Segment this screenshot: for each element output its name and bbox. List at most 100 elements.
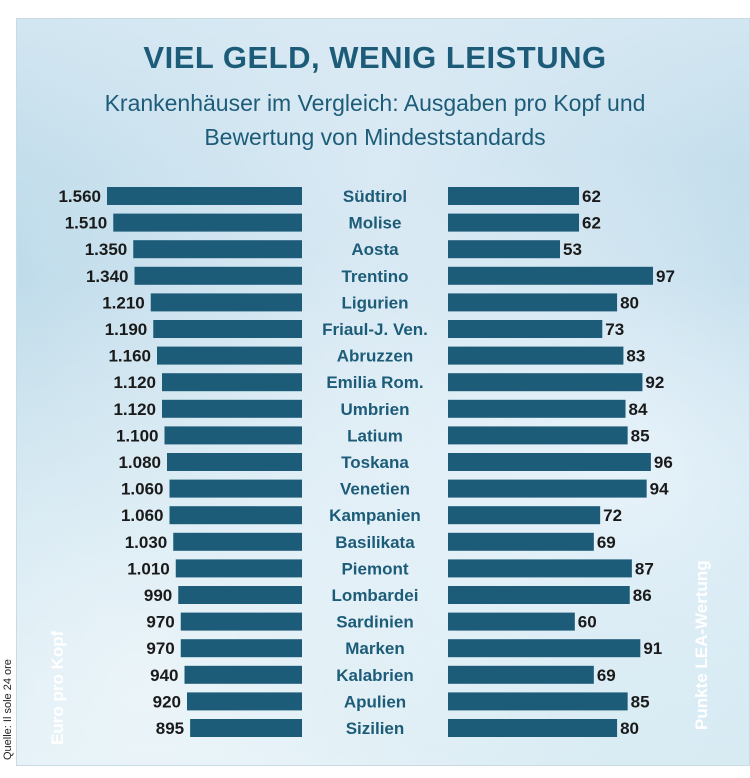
region-label-19: Apulien: [344, 692, 406, 711]
label-lea-0: 62: [582, 187, 601, 206]
bar-euro-5: [153, 320, 302, 338]
region-label-15: Lombardei: [332, 586, 419, 605]
label-euro-2: 1.350: [85, 240, 128, 259]
label-lea-14: 87: [635, 559, 654, 578]
label-lea-15: 86: [633, 586, 652, 605]
bar-euro-17: [180, 639, 302, 658]
region-label-0: Südtirol: [343, 187, 407, 206]
label-euro-19: 920: [153, 692, 181, 711]
bar-euro-3: [134, 266, 302, 285]
region-label-17: Marken: [345, 639, 405, 658]
bar-lea-7: [448, 373, 643, 392]
bar-lea-19: [448, 692, 628, 711]
bar-euro-15: [178, 586, 302, 604]
bar-euro-4: [150, 293, 302, 312]
region-label-13: Basilikata: [335, 533, 415, 552]
label-euro-16: 970: [146, 613, 174, 632]
bar-euro-14: [175, 559, 302, 578]
subtitle-line-1: Krankenhäuser im Vergleich: Ausgaben pro…: [104, 90, 646, 116]
label-euro-6: 1.160: [108, 347, 151, 366]
bar-euro-10: [167, 453, 302, 471]
region-label-18: Kalabrien: [336, 666, 413, 685]
label-lea-5: 73: [605, 320, 624, 339]
bar-lea-5: [448, 320, 603, 338]
label-lea-17: 91: [643, 639, 662, 658]
bar-lea-12: [448, 506, 601, 525]
label-lea-18: 69: [597, 666, 616, 685]
region-label-20: Sizilien: [346, 719, 405, 738]
bar-lea-20: [448, 719, 618, 737]
subtitle-line-2: Bewertung von Mindeststandards: [204, 124, 546, 150]
label-lea-10: 96: [654, 453, 673, 472]
label-euro-3: 1.340: [86, 267, 129, 286]
label-lea-11: 94: [650, 480, 669, 499]
bar-euro-13: [173, 532, 302, 551]
region-label-14: Piemont: [341, 559, 408, 578]
region-label-6: Abruzzen: [337, 347, 414, 366]
bar-euro-7: [162, 373, 302, 392]
region-label-4: Ligurien: [341, 293, 408, 312]
region-label-1: Molise: [349, 214, 402, 233]
label-euro-7: 1.120: [113, 373, 156, 392]
source-note: Quelle: Il sole 24 ore: [2, 659, 14, 760]
label-lea-9: 85: [631, 426, 650, 445]
label-lea-13: 69: [597, 533, 616, 552]
bar-lea-4: [448, 293, 618, 312]
bar-euro-6: [157, 346, 302, 365]
label-lea-12: 72: [603, 506, 622, 525]
label-lea-16: 60: [578, 613, 597, 632]
label-euro-1: 1.510: [65, 214, 108, 233]
label-lea-7: 92: [645, 373, 664, 392]
bar-euro-11: [169, 479, 302, 498]
bar-lea-10: [448, 453, 651, 471]
chart-title: VIEL GELD, WENIG LEISTUNG: [143, 40, 607, 75]
label-euro-4: 1.210: [102, 293, 145, 312]
label-euro-10: 1.080: [118, 453, 161, 472]
bar-lea-1: [448, 213, 580, 232]
left-series-label: Euro pro Kopf: [48, 630, 67, 745]
label-lea-1: 62: [582, 214, 601, 233]
chart-subtitle: Krankenhäuser im Vergleich: Ausgaben pro…: [0, 86, 750, 154]
region-label-9: Latium: [347, 426, 403, 445]
bar-lea-9: [448, 426, 628, 445]
bar-euro-9: [164, 426, 302, 445]
label-euro-15: 990: [144, 586, 172, 605]
bar-lea-16: [448, 612, 575, 631]
bar-lea-6: [448, 346, 624, 365]
region-label-8: Umbrien: [341, 400, 410, 419]
label-euro-12: 1.060: [121, 506, 164, 525]
label-euro-0: 1.560: [58, 187, 101, 206]
label-lea-8: 84: [629, 400, 648, 419]
label-euro-9: 1.100: [116, 426, 159, 445]
label-euro-11: 1.060: [121, 480, 164, 499]
bar-euro-1: [113, 213, 302, 232]
bar-lea-13: [448, 532, 594, 551]
region-label-2: Aosta: [351, 240, 399, 259]
bar-lea-2: [448, 240, 561, 259]
region-label-10: Toskana: [341, 453, 409, 472]
bar-lea-11: [448, 479, 647, 498]
label-euro-14: 1.010: [127, 559, 170, 578]
bar-lea-17: [448, 639, 641, 658]
region-label-7: Emilia Rom.: [326, 373, 423, 392]
label-euro-17: 970: [146, 639, 174, 658]
label-lea-2: 53: [563, 240, 582, 259]
region-label-3: Trentino: [341, 267, 408, 286]
region-label-12: Kampanien: [329, 506, 421, 525]
label-lea-20: 80: [620, 719, 639, 738]
bar-euro-18: [184, 665, 302, 684]
right-series-label: Punkte LEA-Wertung: [692, 560, 711, 730]
label-euro-5: 1.190: [105, 320, 148, 339]
label-lea-19: 85: [631, 692, 650, 711]
label-lea-4: 80: [620, 293, 639, 312]
label-euro-13: 1.030: [125, 533, 168, 552]
bar-lea-0: [448, 187, 580, 205]
bar-lea-14: [448, 559, 632, 578]
bar-lea-3: [448, 266, 653, 285]
region-label-16: Sardinien: [336, 613, 413, 632]
label-euro-18: 940: [150, 666, 178, 685]
bar-euro-16: [180, 612, 302, 631]
bar-euro-20: [190, 719, 302, 737]
bar-euro-12: [169, 506, 302, 525]
